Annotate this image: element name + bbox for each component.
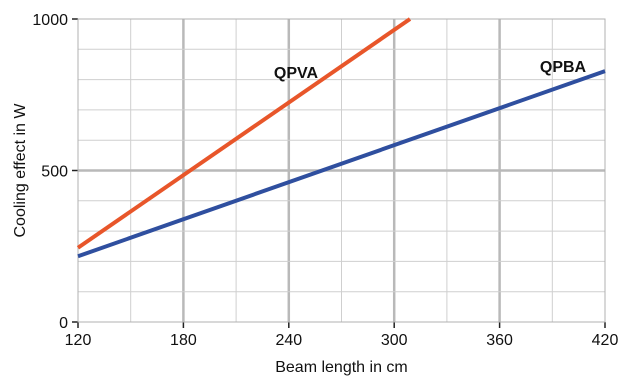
series-line-qpva [76, 17, 412, 250]
x-tick-label: 360 [486, 332, 513, 349]
x-tick-label: 300 [381, 332, 408, 349]
series-group [76, 17, 606, 259]
y-tick-labels: 0 500 1000 [32, 12, 68, 332]
series-label-qpba: QPBA [540, 59, 587, 76]
x-tick-label: 180 [170, 332, 197, 349]
plot-grid [72, 18, 606, 328]
y-tick-label: 0 [59, 315, 68, 332]
x-tick-labels: 120 180 240 300 360 420 [65, 332, 619, 349]
x-axis-title: Beam length in cm [275, 359, 408, 376]
y-tick-label: 500 [41, 164, 68, 181]
y-tick-label: 1000 [32, 12, 68, 29]
plot-frame [77, 18, 606, 323]
y-axis-title: Cooling effect in W [12, 103, 29, 238]
x-tick-label: 420 [592, 332, 619, 349]
series-label-qpva: QPVA [274, 65, 319, 82]
x-tick-label: 120 [65, 332, 92, 349]
series-line-qpba [77, 69, 606, 259]
x-tick-label: 240 [275, 332, 302, 349]
